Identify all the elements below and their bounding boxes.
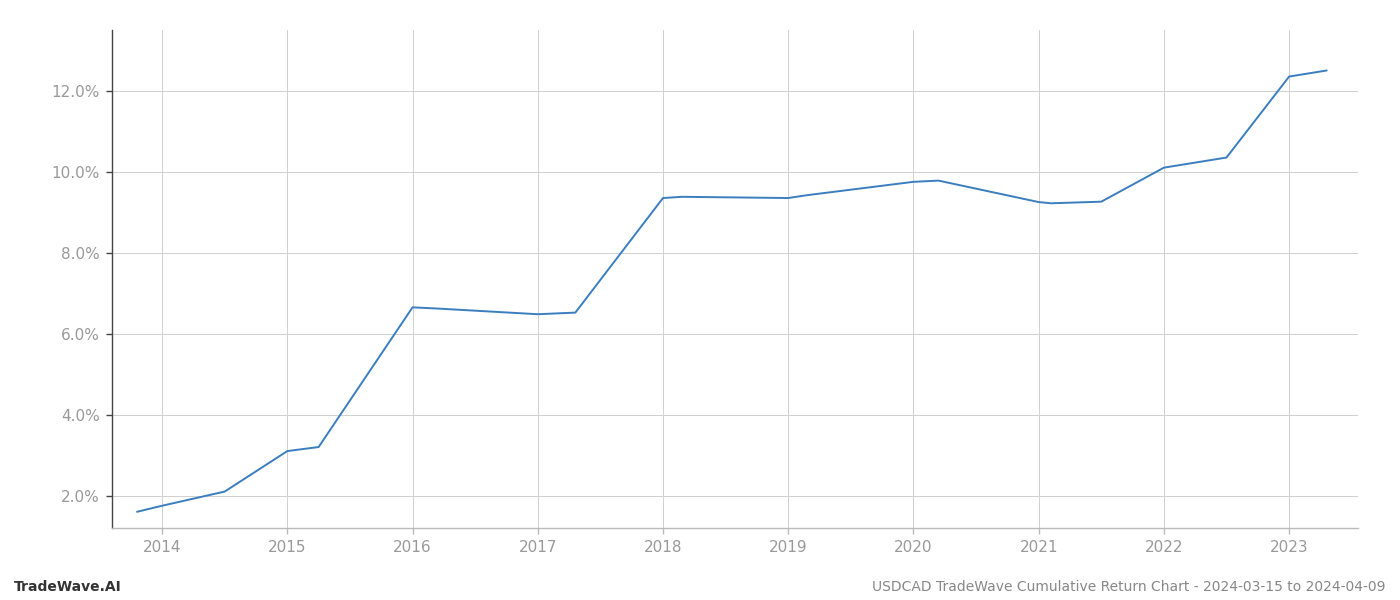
Text: TradeWave.AI: TradeWave.AI	[14, 580, 122, 594]
Text: USDCAD TradeWave Cumulative Return Chart - 2024-03-15 to 2024-04-09: USDCAD TradeWave Cumulative Return Chart…	[872, 580, 1386, 594]
